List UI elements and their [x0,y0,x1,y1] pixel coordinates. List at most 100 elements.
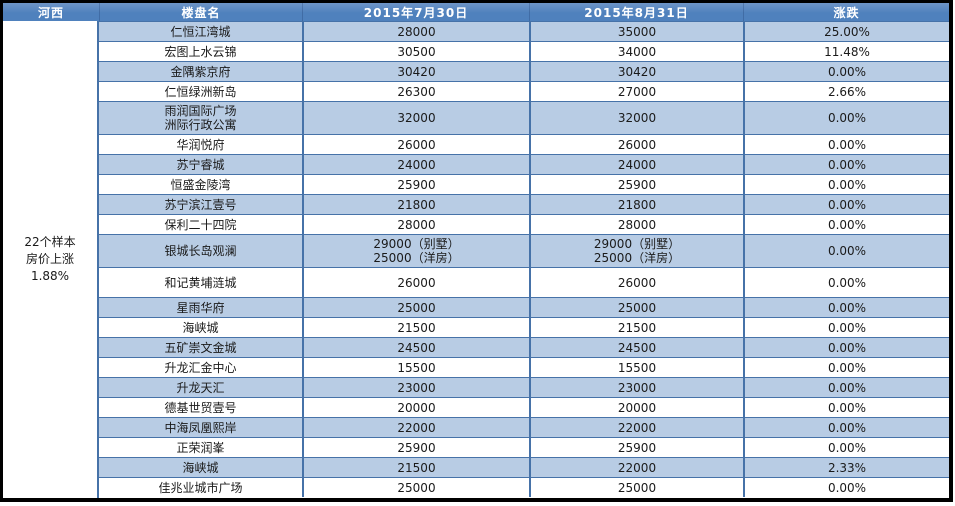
cell-project-name[interactable]: 保利二十四院 [164,217,237,232]
cell-change-percent[interactable]: 0.00% [743,398,949,417]
cell-price-july[interactable]: 25000 [302,298,529,317]
cell-change-percent[interactable]: 0.00% [743,102,949,134]
cell-change-percent[interactable]: 11.48% [743,42,949,61]
cell-price-july[interactable]: 26300 [302,82,529,101]
cell-price-july[interactable]: 15500 [302,358,529,377]
header-cell-district[interactable]: 河西 [37,5,64,20]
cell-project-name[interactable]: 宏图上水云锦 [164,44,237,59]
cell-project-name[interactable]: 华润悦府 [176,137,225,152]
cell-price-july[interactable]: 21500 [302,318,529,337]
cell-price-august[interactable]: 25000 [529,298,743,317]
cell-project-name[interactable]: 中海凤凰熙岸 [164,420,237,435]
cell-price-july[interactable]: 24500 [302,338,529,357]
cell-price-august[interactable]: 29000（别墅） 25000（洋房） [529,235,743,267]
cell-change-percent[interactable]: 0.00% [743,418,949,437]
cell-price-august[interactable]: 15500 [529,358,743,377]
cell-project-name[interactable]: 五矿崇文金城 [164,340,237,355]
cell-price-august[interactable]: 34000 [529,42,743,61]
cell-price-august[interactable]: 27000 [529,82,743,101]
cell-change-percent[interactable]: 0.00% [743,298,949,317]
cell-change-percent[interactable]: 0.00% [743,235,949,267]
cell-price-august[interactable]: 26000 [529,135,743,154]
cell-price-july[interactable]: 32000 [302,102,529,134]
cell-project-name[interactable]: 升龙汇金中心 [164,360,237,375]
cell-project-name[interactable]: 仁恒江湾城 [170,24,231,39]
cell-price-july[interactable]: 28000 [302,215,529,234]
cell-project-name[interactable]: 苏宁滨江壹号 [164,197,237,212]
cell-price-july[interactable]: 30500 [302,42,529,61]
table-row: 海峡城 21500 22000 2.33% [99,457,949,477]
cell-price-july[interactable]: 20000 [302,398,529,417]
cell-price-july[interactable]: 23000 [302,378,529,397]
cell-change-percent[interactable]: 0.00% [743,155,949,174]
cell-project-name[interactable]: 仁恒绿洲新岛 [164,84,237,99]
cell-price-july[interactable]: 28000 [302,22,529,41]
cell-change-percent[interactable]: 0.00% [743,135,949,154]
cell-project-name[interactable]: 升龙天汇 [176,380,225,395]
cell-project-name[interactable]: 和记黄埔涟城 [164,275,237,290]
cell-change-percent[interactable]: 2.33% [743,458,949,477]
cell-price-july[interactable]: 26000 [302,268,529,297]
district-summary-cell[interactable]: 22个样本 房价上涨 1.88% [3,21,99,498]
cell-price-august[interactable]: 20000 [529,398,743,417]
cell-price-august[interactable]: 24000 [529,155,743,174]
cell-price-august[interactable]: 28000 [529,215,743,234]
cell-project-name[interactable]: 海峡城 [182,320,219,335]
cell-price-july[interactable]: 29000（别墅） 25000（洋房） [302,235,529,267]
cell-project-name[interactable]: 德基世贸壹号 [164,400,237,415]
cell-change-percent[interactable]: 0.00% [743,268,949,297]
header-cell-date-august[interactable]: 2015年8月31日 [529,3,743,21]
cell-price-august[interactable]: 22000 [529,458,743,477]
header-cell-date-july[interactable]: 2015年7月30日 [302,3,529,21]
cell-price-august[interactable]: 26000 [529,268,743,297]
cell-price-july[interactable]: 22000 [302,418,529,437]
cell-change-percent[interactable]: 0.00% [743,175,949,194]
cell-price-august[interactable]: 22000 [529,418,743,437]
cell-change-percent[interactable]: 0.00% [743,358,949,377]
cell-change-percent[interactable]: 0.00% [743,215,949,234]
cell-price-august[interactable]: 21500 [529,318,743,337]
table-row: 和记黄埔涟城 26000 26000 0.00% [99,267,949,297]
cell-price-july[interactable]: 21800 [302,195,529,214]
cell-price-august[interactable]: 32000 [529,102,743,134]
cell-price-july[interactable]: 21500 [302,458,529,477]
cell-change-percent[interactable]: 0.00% [743,378,949,397]
cell-price-july[interactable]: 25000 [302,478,529,497]
cell-change-percent[interactable]: 0.00% [743,62,949,81]
cell-price-august[interactable]: 23000 [529,378,743,397]
cell-change-percent[interactable]: 0.00% [743,338,949,357]
cell-change-percent[interactable]: 25.00% [743,22,949,41]
cell-project-name[interactable]: 雨润国际广场 洲际行政公寓 [164,104,237,132]
cell-price-july[interactable]: 25900 [302,438,529,457]
cell-price-july[interactable]: 30420 [302,62,529,81]
cell-change-percent[interactable]: 0.00% [743,195,949,214]
table-row: 仁恒绿洲新岛 26300 27000 2.66% [99,81,949,101]
cell-project-name[interactable]: 海峡城 [182,460,219,475]
cell-price-august[interactable]: 30420 [529,62,743,81]
table-body: 22个样本 房价上涨 1.88% 仁恒江湾城 28000 35000 25.00% 宏图… [3,21,949,498]
cell-change-percent[interactable]: 0.00% [743,478,949,497]
cell-price-august[interactable]: 21800 [529,195,743,214]
table-row: 中海凤凰熙岸 22000 22000 0.00% [99,417,949,437]
cell-project-name[interactable]: 恒盛金陵湾 [170,177,231,192]
cell-project-name[interactable]: 正荣润峯 [176,440,225,455]
table-row: 恒盛金陵湾 25900 25900 0.00% [99,174,949,194]
cell-price-august[interactable]: 25900 [529,438,743,457]
cell-project-name[interactable]: 金隅紫京府 [170,64,231,79]
cell-price-august[interactable]: 25000 [529,478,743,497]
cell-price-august[interactable]: 24500 [529,338,743,357]
cell-price-july[interactable]: 24000 [302,155,529,174]
cell-change-percent[interactable]: 0.00% [743,318,949,337]
cell-project-name[interactable]: 银城长岛观澜 [164,244,237,258]
cell-price-august[interactable]: 35000 [529,22,743,41]
cell-project-name[interactable]: 苏宁睿城 [176,157,225,172]
cell-change-percent[interactable]: 0.00% [743,438,949,457]
cell-project-name[interactable]: 佳兆业城市广场 [158,480,243,495]
cell-price-july[interactable]: 26000 [302,135,529,154]
header-cell-change[interactable]: 涨跌 [743,3,949,21]
header-cell-project-name[interactable]: 楼盘名 [99,3,302,21]
cell-change-percent[interactable]: 2.66% [743,82,949,101]
cell-price-july[interactable]: 25900 [302,175,529,194]
cell-price-august[interactable]: 25900 [529,175,743,194]
cell-project-name[interactable]: 星雨华府 [176,300,225,315]
